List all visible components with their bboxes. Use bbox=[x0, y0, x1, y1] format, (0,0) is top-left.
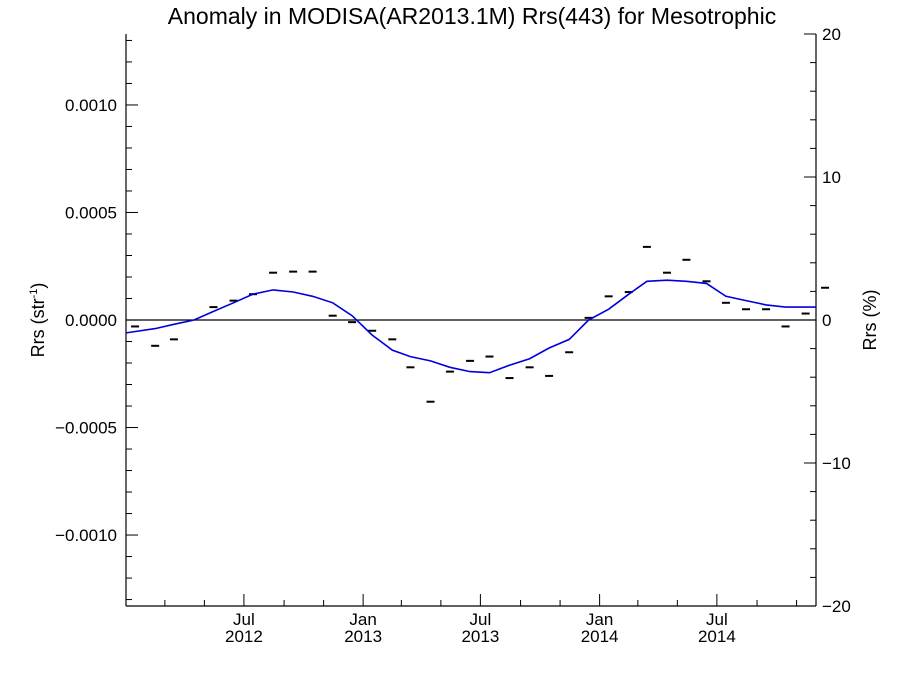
x-tick-sublabel: 2012 bbox=[225, 627, 263, 646]
x-tick-sublabel: 2013 bbox=[461, 627, 499, 646]
smoothed-anomaly-line bbox=[125, 279, 816, 374]
y-left-tick-label: 0.0010 bbox=[65, 96, 117, 115]
x-tick-label: Jul bbox=[470, 610, 492, 629]
x-tick-label: Jul bbox=[706, 610, 728, 629]
x-tick-label: Jan bbox=[349, 610, 376, 629]
plot-area: 0.0010 0.0005 0.0000 −0.0005 −0.0010 20 10 0 −10… bbox=[55, 25, 851, 646]
y-left-tick-label: 0.0005 bbox=[65, 203, 117, 222]
chart-title: Anomaly in MODISA(AR2013.1M) Rrs(443) fo… bbox=[168, 3, 776, 29]
y-right-tick-label: 20 bbox=[822, 25, 841, 44]
y-axis-right-label: Rrs (%) bbox=[860, 290, 880, 351]
y-right-tick-label: −10 bbox=[822, 454, 851, 473]
y-axis-left-label-sup: -1 bbox=[28, 289, 40, 299]
y-axis-left-label-close: ) bbox=[28, 283, 48, 289]
y-right-tick-label: −20 bbox=[822, 597, 851, 616]
y-right-tick-label: 0 bbox=[822, 311, 831, 330]
x-tick-label: Jul bbox=[233, 610, 255, 629]
y-left-tick-label: −0.0010 bbox=[55, 526, 117, 545]
y-left-tick-label: −0.0005 bbox=[55, 419, 117, 438]
x-tick-sublabel: 2013 bbox=[344, 627, 382, 646]
y-axis-left-label: Rrs (str-1) bbox=[28, 283, 48, 358]
x-tick-sublabel: 2014 bbox=[581, 627, 619, 646]
y-right-tick-label: 10 bbox=[822, 168, 841, 187]
y-left-tick-label: 0.0000 bbox=[65, 311, 117, 330]
x-tick-label: Jan bbox=[586, 610, 613, 629]
y-axis-left-label-main: Rrs (str bbox=[28, 298, 48, 357]
x-tick-sublabel: 2014 bbox=[698, 627, 736, 646]
